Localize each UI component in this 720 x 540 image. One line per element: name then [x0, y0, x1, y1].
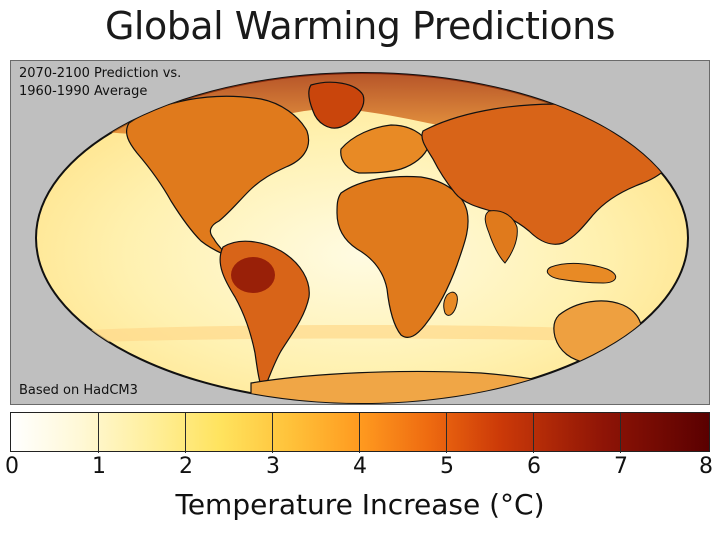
indonesia — [546, 262, 617, 284]
colorbar-tick-label: 6 — [527, 454, 541, 479]
madagascar — [443, 291, 458, 316]
colorbar-tick — [533, 413, 534, 453]
colorbar-tick-label: 7 — [614, 454, 628, 479]
colorbar-tick-label: 2 — [179, 454, 193, 479]
colorbar-tick-label: 5 — [440, 454, 454, 479]
north-america — [125, 95, 310, 257]
amazon-hotspot — [231, 257, 275, 293]
map-panel: 2070-2100 Prediction vs. 1960-1990 Avera… — [10, 60, 710, 405]
colorbar-tick-label: 3 — [266, 454, 280, 479]
india — [484, 210, 518, 264]
colorbar-tick — [620, 413, 621, 453]
southern-ocean-band — [71, 325, 661, 343]
colorbar-tick — [98, 413, 99, 453]
africa — [336, 175, 469, 338]
australia — [553, 300, 643, 364]
new-zealand — [652, 355, 669, 377]
colorbar-tick — [272, 413, 273, 453]
map-note-prediction: 2070-2100 Prediction vs. 1960-1990 Avera… — [19, 66, 182, 99]
colorbar-tick — [359, 413, 360, 453]
colorbar-tick — [446, 413, 447, 453]
greenland — [308, 81, 365, 129]
map-note-source: Based on HadCM3 — [19, 383, 138, 398]
colorbar-tick-label: 1 — [92, 454, 106, 479]
colorbar-tick-label: 4 — [353, 454, 367, 479]
colorbar — [10, 412, 710, 453]
europe — [340, 124, 430, 174]
page-title: Global Warming Predictions — [104, 4, 616, 48]
colorbar-tick — [185, 413, 186, 453]
colorbar-tick-label: 0 — [5, 454, 19, 479]
colorbar-tick-label: 8 — [699, 454, 713, 479]
colorbar-axis-title: Temperature Increase (°C) — [175, 488, 545, 521]
world-map — [35, 72, 689, 404]
